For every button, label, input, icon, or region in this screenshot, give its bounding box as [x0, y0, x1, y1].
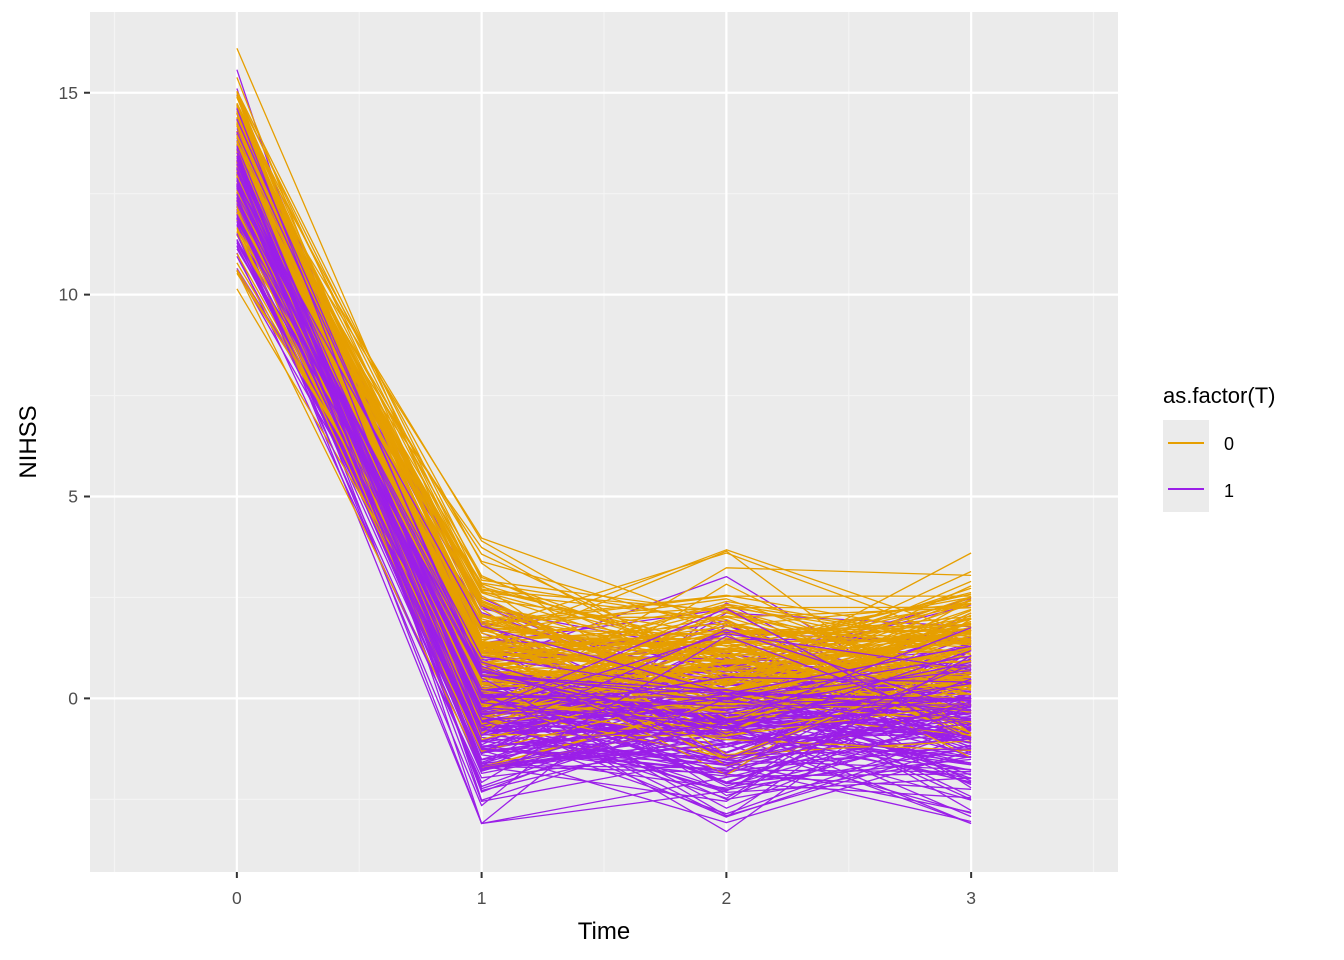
- series-line-group-1: [236, 118, 972, 712]
- series-line-group-0: [236, 123, 972, 646]
- series-lines: [236, 48, 972, 833]
- series-line-group-1: [236, 188, 972, 759]
- series-line-group-0: [236, 150, 972, 627]
- series-line-group-1: [236, 180, 972, 700]
- series-line-group-0: [236, 189, 972, 678]
- series-line-group-0: [236, 208, 972, 711]
- series-line-group-0: [236, 141, 972, 681]
- series-line-group-1: [236, 131, 972, 745]
- series-line-group-1: [236, 183, 972, 770]
- series-line-group-0: [236, 160, 972, 654]
- series-line-group-1: [236, 156, 972, 738]
- series-line-group-1: [236, 168, 972, 716]
- x-tick-label: 3: [966, 888, 976, 908]
- legend: as.factor(T) 0 1: [1163, 383, 1275, 512]
- series-line-group-1: [236, 217, 972, 790]
- series-line-group-1: [236, 163, 972, 768]
- y-tick-label: 15: [59, 83, 78, 103]
- x-tick-label: 1: [477, 888, 487, 908]
- x-tick-label: 0: [232, 888, 242, 908]
- series-line-group-1: [236, 167, 972, 777]
- series-line-group-0: [236, 206, 972, 737]
- series-line-group-1: [236, 193, 972, 702]
- series-line-group-0: [236, 137, 972, 680]
- y-tick-label: 5: [68, 487, 78, 507]
- series-line-group-1: [236, 218, 972, 825]
- series-line-group-1: [236, 187, 972, 723]
- legend-label-0: 0: [1224, 434, 1234, 454]
- x-tick-label: 2: [722, 888, 732, 908]
- legend-label-1: 1: [1224, 481, 1234, 501]
- series-line-group-1: [236, 213, 972, 809]
- series-line-group-1: [236, 199, 972, 724]
- y-axis-title: NIHSS: [15, 405, 42, 478]
- y-tick-label: 0: [68, 688, 78, 708]
- y-tick-label: 10: [59, 285, 79, 305]
- legend-title: as.factor(T): [1163, 383, 1275, 408]
- series-line-group-1: [236, 159, 972, 772]
- series-line-group-0: [236, 197, 972, 738]
- series-line-group-1: [236, 233, 972, 784]
- x-axis-title: Time: [578, 918, 630, 945]
- x-axis: 0 1 2 3: [232, 872, 976, 908]
- series-line-group-0: [236, 152, 972, 670]
- y-axis: 0 5 10 15: [59, 83, 90, 708]
